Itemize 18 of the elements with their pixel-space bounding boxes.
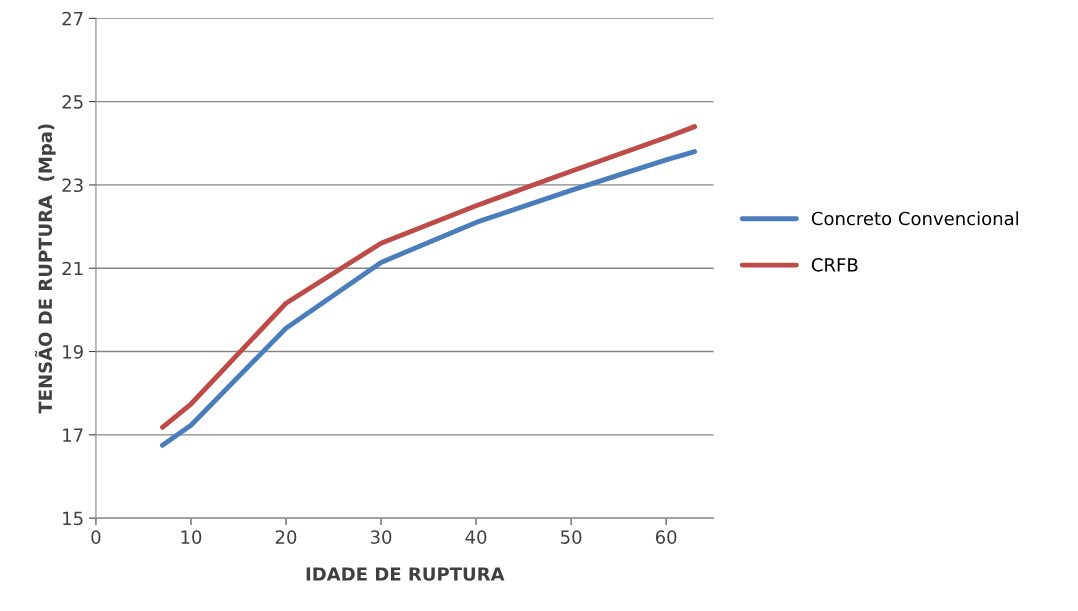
y-axis-title: TENSÃO DE RUPTURA (Mpa) bbox=[34, 124, 56, 414]
x-tick-label: 30 bbox=[370, 530, 392, 544]
y-tick-label: 19 bbox=[63, 344, 83, 359]
x-axis-title: IDADE DE RUPTURA bbox=[306, 567, 505, 581]
legend-label: CRFB bbox=[811, 258, 858, 272]
x-tick-label: 0 bbox=[91, 530, 101, 544]
y-tick-label: 23 bbox=[62, 178, 83, 193]
y-tick-label: 25 bbox=[62, 95, 83, 109]
legend-label: Concreto Convencional bbox=[811, 211, 1019, 226]
x-tick-label: 60 bbox=[655, 530, 677, 544]
y-tick-label: 27 bbox=[62, 11, 83, 26]
y-tick-label: 15 bbox=[63, 511, 83, 526]
x-tick-label: 20 bbox=[275, 530, 297, 544]
x-tick-label: 50 bbox=[561, 530, 582, 544]
x-tick-label: 10 bbox=[181, 530, 202, 544]
y-tick-label: 17 bbox=[63, 428, 83, 442]
y-tick-label: 21 bbox=[62, 261, 83, 276]
x-tick-label: 40 bbox=[465, 530, 487, 544]
